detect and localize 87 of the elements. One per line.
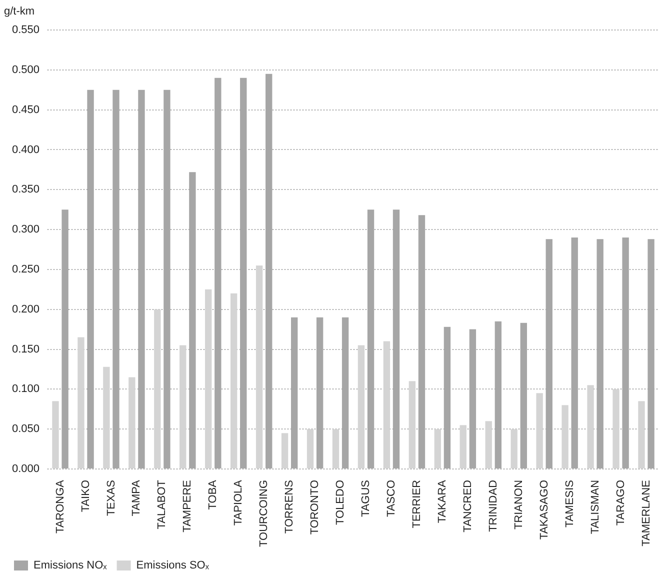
x-tick-label: TEXAS	[105, 480, 118, 516]
bar	[546, 239, 552, 468]
bar	[638, 401, 645, 468]
x-tick-label: TARONGA	[54, 479, 66, 534]
bar	[205, 289, 212, 468]
bar	[87, 90, 94, 468]
x-tick-label: TAGUS	[360, 480, 372, 518]
x-tick-label: TASCO	[386, 480, 398, 518]
bar	[78, 337, 84, 468]
bar	[291, 317, 298, 468]
y-tick-label: 0.300	[12, 224, 40, 236]
bar	[154, 309, 161, 468]
bar	[418, 215, 426, 468]
y-tick-label: 0.200	[12, 303, 40, 316]
x-tick-label: TALABOT	[156, 480, 168, 530]
x-tick-label: TRINIDAD	[487, 480, 500, 532]
bar	[256, 265, 263, 468]
x-tick-label: TAIKO	[80, 480, 92, 512]
x-tick-label: TAKARA	[436, 479, 448, 524]
bar	[62, 210, 68, 468]
x-tick-label: TANCRED	[462, 480, 474, 532]
bar	[408, 381, 416, 468]
legend-label: Emissions NOₓ	[34, 560, 108, 572]
bar	[434, 429, 442, 468]
x-tick-label: TRIANON	[512, 480, 525, 530]
bar	[444, 326, 451, 468]
y-tick-label: 0.250	[12, 263, 40, 276]
bar	[622, 238, 629, 468]
bar	[469, 329, 476, 468]
bar	[180, 345, 186, 468]
bar	[306, 429, 314, 468]
x-tick-label: TERRIER	[410, 480, 423, 528]
legend-label: Emissions SOₓ	[136, 560, 210, 572]
bar	[648, 239, 654, 468]
x-tick-label: TORONTO	[309, 480, 322, 535]
bar	[138, 90, 145, 468]
bar	[240, 78, 247, 468]
x-tick-label: TOLEDO	[334, 480, 347, 526]
bar	[112, 90, 120, 468]
bar	[214, 78, 222, 468]
bar	[189, 172, 196, 468]
bar	[587, 385, 594, 468]
bar	[164, 90, 170, 468]
bar	[485, 421, 492, 468]
y-tick-label: 0.550	[12, 24, 40, 36]
x-tick-label: TOBA	[207, 479, 220, 510]
bar	[342, 317, 349, 468]
y-tick-label: 0.500	[12, 64, 40, 76]
bar	[316, 317, 324, 468]
y-tick-label: 0.150	[12, 343, 40, 356]
bar	[281, 433, 288, 468]
bar	[266, 74, 272, 468]
bar	[383, 341, 390, 468]
bar	[230, 293, 238, 468]
x-tick-label: TOURCOING	[258, 480, 270, 548]
y-tick-label: 0.050	[12, 423, 40, 436]
x-tick-label: TARAGO	[614, 480, 627, 526]
bar	[332, 429, 340, 468]
y-tick-label: 0.400	[12, 144, 40, 156]
y-tick-label: 0.350	[12, 184, 40, 196]
bar	[128, 377, 136, 468]
y-tick-label: 0.000	[12, 463, 40, 476]
bar	[520, 322, 527, 468]
bar	[510, 429, 518, 468]
y-tick-label: 0.450	[12, 104, 40, 116]
bar	[358, 345, 365, 468]
bar	[367, 210, 374, 468]
bar	[392, 210, 400, 468]
y-tick-label: 0.100	[12, 383, 40, 396]
bar	[103, 366, 110, 468]
y-axis-title: g/t-km	[4, 6, 35, 18]
bar	[612, 389, 620, 468]
x-tick-label: TORRENS	[284, 480, 296, 534]
bar	[536, 393, 543, 468]
bar	[596, 239, 604, 468]
x-tick-label: TAMPERE	[182, 480, 194, 532]
bar	[460, 425, 466, 468]
x-tick-label: TALISMAN	[589, 480, 602, 534]
bar	[571, 238, 578, 468]
bar	[52, 401, 59, 468]
x-tick-label: TAKASAGO	[538, 480, 550, 540]
x-tick-label: TAMESIS	[564, 480, 576, 528]
bar	[562, 405, 568, 468]
x-tick-label: TAPIOLA	[232, 479, 245, 526]
x-tick-label: TAMPA	[130, 479, 143, 516]
bar	[494, 321, 502, 468]
x-tick-label: TAMERLANE	[640, 480, 652, 546]
